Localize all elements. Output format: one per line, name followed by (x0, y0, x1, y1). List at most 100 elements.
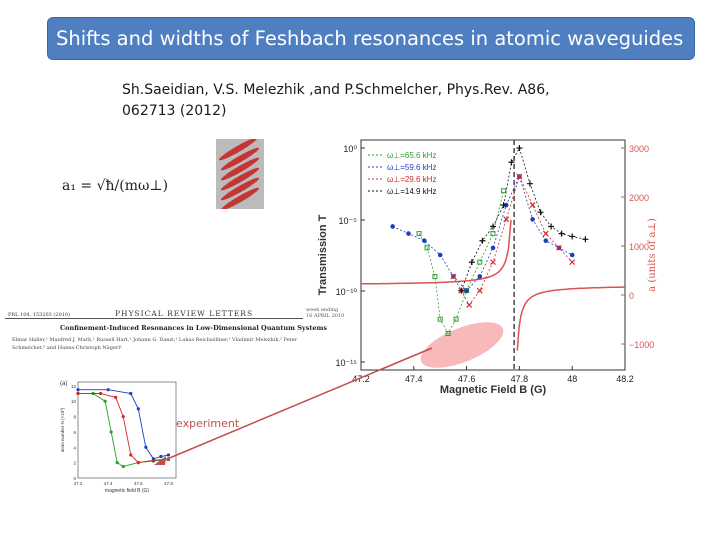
data-point (490, 245, 496, 251)
comparison-arrow (159, 347, 433, 463)
experiment-label: experiment (176, 417, 240, 430)
data-point (464, 288, 469, 293)
inset-data-point (166, 453, 171, 457)
inset-x-label: magnetic field B (G) (105, 488, 150, 494)
y2-tick-label: −1000 (629, 340, 654, 350)
data-point (582, 236, 589, 243)
slide-title: Shifts and widths of Feshbach resonances… (47, 17, 695, 60)
inset-x-tick: 47.8 (164, 481, 173, 486)
x-tick-label: 48 (567, 374, 577, 384)
inset-data-point (115, 461, 119, 465)
inset-data-point (144, 445, 148, 449)
inset-y-label: atom number N (×10³) (60, 407, 65, 452)
data-point (526, 180, 533, 187)
inset-data-point (76, 391, 80, 396)
oscillator-length-formula: a₁ = √ħ/(mω⊥) (62, 178, 169, 194)
data-point (437, 316, 443, 322)
a-curve-right (516, 286, 625, 351)
prl-title: Confinement-Induced Resonances in Low-Di… (60, 324, 328, 332)
prl-authors: Elmar Haller,¹ Manfred J. Mark,¹ Russell… (12, 337, 298, 351)
x-tick-label: 47.2 (352, 374, 370, 384)
y2-tick-label: 1000 (629, 242, 649, 252)
data-point (542, 230, 549, 237)
data-point (548, 223, 555, 230)
y2-tick-label: 3000 (629, 144, 649, 154)
inset-data-point (103, 399, 107, 403)
inset-y-tick: 2 (73, 461, 76, 466)
inset-x-tick: 47.4 (104, 481, 113, 486)
prl-journal-name: PHYSICAL REVIEW LETTERS (115, 309, 254, 318)
legend-entry: ω⊥=65.6 kHz (387, 151, 436, 160)
legend-entry: ω⊥=14.9 kHz (387, 187, 436, 196)
inset-data-point (151, 457, 155, 461)
inset-data-point (159, 454, 163, 459)
inset-panel-label: (a) (60, 381, 67, 387)
x-tick-label: 47.8 (511, 374, 529, 384)
legend-entry: ω⊥=29.6 kHz (387, 175, 436, 184)
data-point (458, 287, 465, 294)
inset-x-tick: 47.2 (74, 481, 83, 486)
inset-data-point (121, 464, 125, 469)
y-axis-label: Transmission T (317, 214, 329, 295)
data-point (490, 231, 496, 237)
data-point (569, 233, 576, 240)
data-point (537, 209, 544, 216)
data-point (453, 316, 459, 322)
waveguide-lattice-image (216, 139, 264, 209)
data-point (500, 202, 507, 209)
data-point (490, 223, 496, 230)
highlight-region (420, 322, 504, 368)
y2-axis-label: a (units of a⊥) (647, 218, 658, 292)
data-point (508, 159, 515, 166)
inset-data-point (121, 414, 125, 419)
x-axis-label: Magnetic Field B (G) (440, 384, 547, 396)
data-point (479, 237, 486, 244)
data-point (406, 231, 411, 236)
data-point (516, 145, 523, 151)
inset-y-tick: 12 (71, 384, 77, 389)
y2-tick-label: 2000 (629, 193, 649, 203)
data-point (424, 245, 430, 251)
data-point (432, 273, 438, 279)
inset-data-point (114, 395, 118, 399)
data-point (569, 252, 575, 258)
inset-data-point (129, 453, 133, 457)
prl-citation: PRL 104, 153203 (2010) (8, 312, 71, 318)
inset-y-tick: 8 (73, 415, 76, 420)
citation: Sh.Saeidian, V.S. Melezhik ,and P.Schmel… (122, 80, 550, 122)
x-tick-label: 47.4 (405, 374, 423, 384)
data-point (558, 230, 565, 237)
inset-data-point (136, 461, 140, 465)
data-point (477, 274, 483, 279)
inset-data-point (129, 391, 133, 396)
inset-data-point (76, 388, 80, 392)
data-point (516, 173, 523, 180)
x-tick-label: 48.2 (616, 374, 634, 384)
inset-y-tick: 4 (73, 445, 76, 450)
y-tick-label: 10⁻¹⁰ (336, 287, 358, 297)
y2-tick-label: 0 (629, 291, 634, 301)
inset-series-line (78, 393, 169, 464)
inset-data-point (99, 391, 103, 396)
inset-data-point (109, 430, 113, 434)
y-tick-label: 10⁰ (343, 144, 357, 154)
series-line-0 (418, 190, 504, 335)
inset-x-tick: 47.6 (134, 481, 143, 486)
data-point (422, 238, 427, 244)
data-point (468, 259, 475, 266)
inset-data-point (136, 407, 140, 411)
inset-data-point (106, 388, 110, 392)
data-point (445, 330, 451, 336)
legend-entry: ω⊥=59.6 kHz (387, 163, 436, 172)
y-tick-label: 10⁻¹⁵ (336, 358, 358, 368)
series-line-2 (453, 175, 573, 306)
data-point (530, 217, 535, 222)
data-point (416, 231, 422, 237)
y-tick-label: 10⁻⁵ (339, 216, 358, 226)
data-point (556, 244, 562, 251)
inset-y-tick: 6 (73, 430, 76, 435)
prl-rule (5, 318, 303, 319)
data-point (501, 188, 507, 194)
inset-y-tick: 0 (73, 476, 76, 481)
